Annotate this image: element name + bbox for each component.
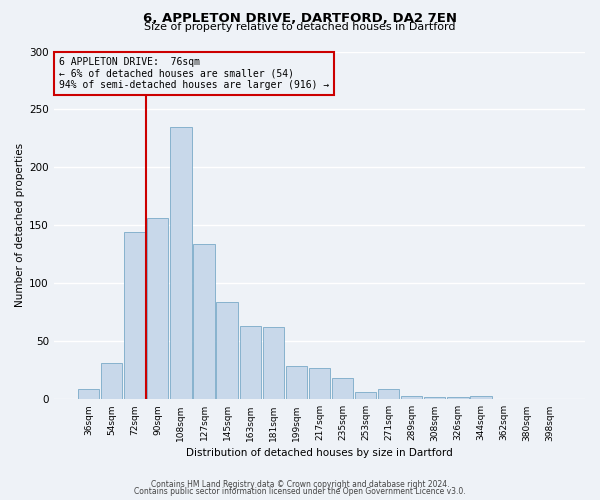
Bar	[309, 368, 330, 400]
Bar	[170, 127, 191, 400]
Bar	[263, 328, 284, 400]
Bar	[401, 396, 422, 400]
Bar	[124, 232, 145, 400]
Bar	[217, 302, 238, 400]
Y-axis label: Number of detached properties: Number of detached properties	[15, 144, 25, 308]
Bar	[447, 397, 469, 400]
Bar	[424, 397, 445, 400]
Bar	[286, 366, 307, 400]
Bar	[101, 364, 122, 400]
Text: 6 APPLETON DRIVE:  76sqm
← 6% of detached houses are smaller (54)
94% of semi-de: 6 APPLETON DRIVE: 76sqm ← 6% of detached…	[59, 56, 329, 90]
Bar	[355, 392, 376, 400]
Text: Contains public sector information licensed under the Open Government Licence v3: Contains public sector information licen…	[134, 487, 466, 496]
Text: 6, APPLETON DRIVE, DARTFORD, DA2 7EN: 6, APPLETON DRIVE, DARTFORD, DA2 7EN	[143, 12, 457, 26]
Text: Contains HM Land Registry data © Crown copyright and database right 2024.: Contains HM Land Registry data © Crown c…	[151, 480, 449, 489]
Bar	[239, 326, 261, 400]
Bar	[470, 396, 491, 400]
Bar	[332, 378, 353, 400]
Bar	[378, 389, 399, 400]
X-axis label: Distribution of detached houses by size in Dartford: Distribution of detached houses by size …	[186, 448, 453, 458]
Bar	[193, 244, 215, 400]
Bar	[78, 389, 99, 400]
Bar	[147, 218, 169, 400]
Text: Size of property relative to detached houses in Dartford: Size of property relative to detached ho…	[144, 22, 456, 32]
